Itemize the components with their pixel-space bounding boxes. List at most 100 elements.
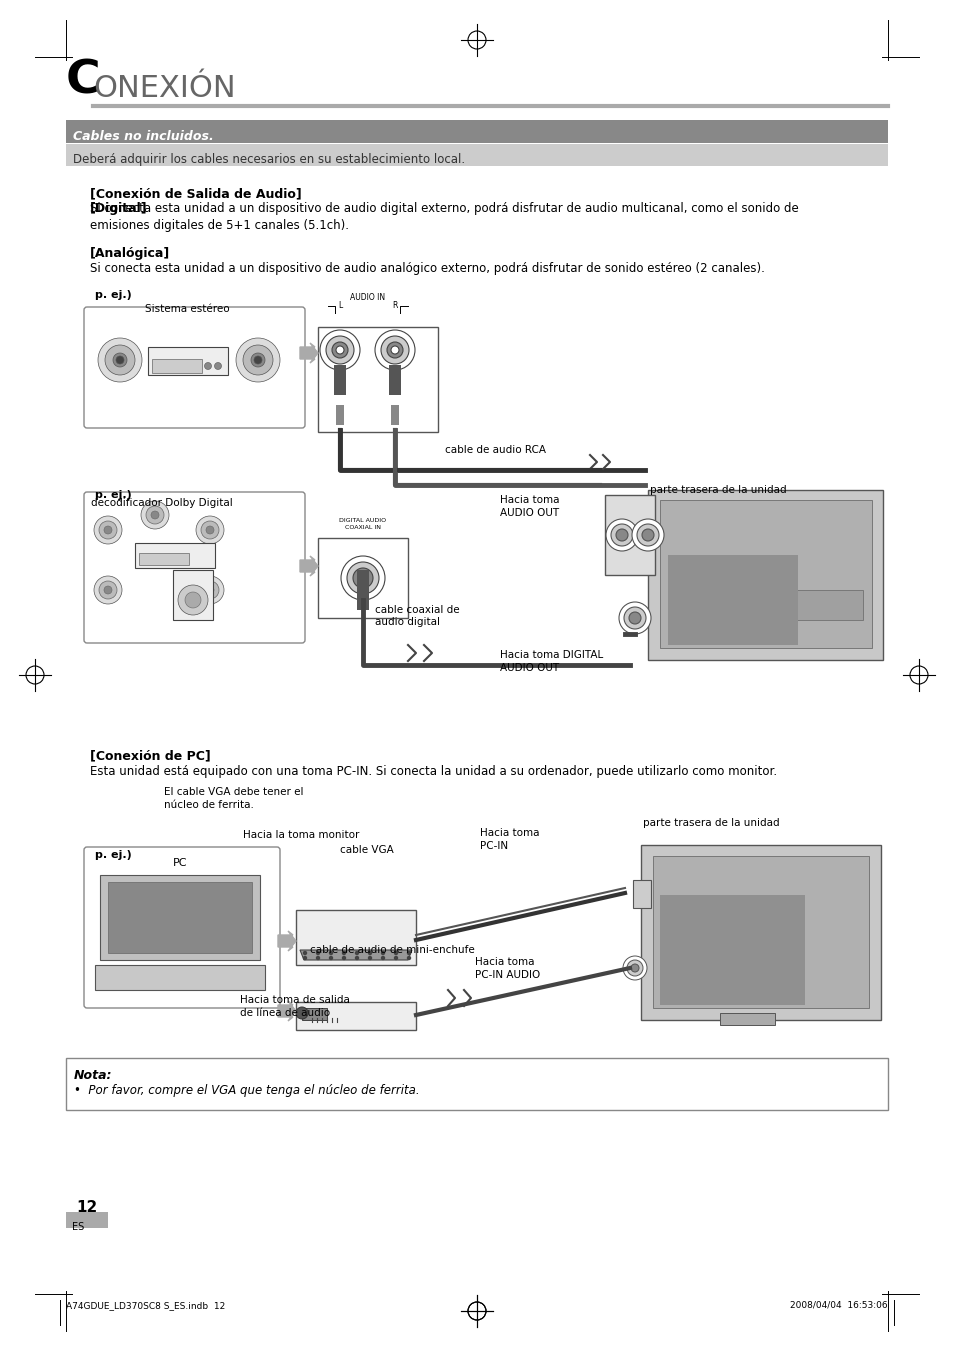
Text: Deberá adquirir los cables necesarios en su establecimiento local.: Deberá adquirir los cables necesarios en…: [73, 153, 465, 166]
Circle shape: [395, 951, 397, 955]
Circle shape: [104, 526, 112, 534]
Text: Hacia toma
PC-IN AUDIO: Hacia toma PC-IN AUDIO: [475, 957, 539, 979]
Circle shape: [395, 957, 397, 959]
Circle shape: [329, 957, 333, 959]
Circle shape: [628, 612, 640, 624]
Polygon shape: [277, 931, 295, 951]
Circle shape: [201, 581, 219, 598]
Circle shape: [303, 957, 306, 959]
Text: cable VGA: cable VGA: [339, 844, 394, 855]
Text: DIGITAL AUDIO: DIGITAL AUDIO: [339, 517, 386, 523]
Circle shape: [355, 957, 358, 959]
Text: Si conecta esta unidad a un dispositivo de audio analógico externo, podrá disfru: Si conecta esta unidad a un dispositivo …: [90, 262, 764, 276]
Circle shape: [340, 557, 385, 600]
Circle shape: [605, 519, 638, 551]
Text: R: R: [392, 301, 397, 309]
Text: [Digital]: [Digital]: [90, 203, 148, 215]
Circle shape: [623, 607, 645, 630]
Circle shape: [329, 951, 333, 955]
Circle shape: [99, 581, 117, 598]
Text: L: L: [337, 301, 342, 309]
FancyBboxPatch shape: [152, 359, 202, 373]
Circle shape: [251, 353, 265, 367]
Text: Esta unidad está equipado con una toma PC-IN. Si conecta la unidad a su ordenado: Esta unidad está equipado con una toma P…: [90, 765, 777, 778]
Circle shape: [195, 516, 224, 544]
Text: decodificador Dolby Digital: decodificador Dolby Digital: [91, 499, 233, 508]
Circle shape: [295, 1006, 308, 1019]
FancyBboxPatch shape: [139, 553, 189, 565]
Polygon shape: [95, 965, 265, 990]
FancyBboxPatch shape: [640, 844, 880, 1020]
FancyBboxPatch shape: [66, 1058, 887, 1111]
FancyBboxPatch shape: [659, 894, 804, 1005]
Text: AUDIO OUT: AUDIO OUT: [499, 663, 558, 673]
Circle shape: [112, 353, 127, 367]
FancyBboxPatch shape: [84, 492, 305, 643]
Circle shape: [99, 521, 117, 539]
Bar: [66, 145, 887, 166]
Circle shape: [253, 357, 262, 363]
Text: 12: 12: [76, 1200, 97, 1215]
Circle shape: [641, 530, 654, 540]
Text: Nota:: Nota:: [74, 1069, 112, 1082]
Circle shape: [94, 516, 122, 544]
Circle shape: [342, 957, 345, 959]
Circle shape: [214, 362, 221, 370]
Circle shape: [618, 603, 650, 634]
Circle shape: [141, 501, 169, 530]
Text: ONEXIÓN: ONEXIÓN: [92, 74, 235, 103]
Text: C: C: [66, 58, 101, 103]
Circle shape: [303, 951, 306, 955]
Bar: [335, 405, 344, 426]
Circle shape: [146, 507, 164, 524]
Text: parte trasera de la unidad: parte trasera de la unidad: [642, 817, 779, 828]
FancyBboxPatch shape: [317, 538, 408, 617]
Circle shape: [381, 951, 384, 955]
Circle shape: [206, 586, 213, 594]
FancyBboxPatch shape: [317, 327, 437, 432]
Circle shape: [104, 586, 112, 594]
FancyBboxPatch shape: [659, 500, 871, 648]
Text: [Conexión de Salida de Audio]: [Conexión de Salida de Audio]: [90, 186, 301, 200]
Text: p. ej.): p. ej.): [95, 850, 132, 861]
Text: cable coaxial de
audio digital: cable coaxial de audio digital: [375, 605, 459, 627]
Text: Si conecta esta unidad a un dispositivo de audio digital externo, podrá disfruta: Si conecta esta unidad a un dispositivo …: [90, 203, 798, 232]
FancyBboxPatch shape: [295, 1002, 416, 1029]
Circle shape: [94, 576, 122, 604]
Circle shape: [391, 346, 398, 354]
Circle shape: [353, 567, 373, 588]
Circle shape: [332, 342, 348, 358]
Circle shape: [195, 576, 224, 604]
Circle shape: [243, 345, 273, 376]
Circle shape: [368, 951, 371, 955]
Circle shape: [630, 965, 639, 971]
Bar: [356, 570, 369, 611]
Text: AUDIO OUT: AUDIO OUT: [499, 508, 558, 517]
FancyBboxPatch shape: [633, 880, 650, 908]
Circle shape: [116, 357, 124, 363]
Text: COAXIAL IN: COAXIAL IN: [345, 526, 380, 530]
Text: Hacia la toma monitor: Hacia la toma monitor: [243, 830, 359, 840]
Text: A74GDUE_LD370SC8 S_ES.indb  12: A74GDUE_LD370SC8 S_ES.indb 12: [66, 1301, 225, 1310]
Polygon shape: [108, 882, 252, 952]
Polygon shape: [299, 343, 317, 363]
Circle shape: [335, 346, 344, 354]
Circle shape: [407, 951, 410, 955]
Circle shape: [347, 562, 378, 594]
Text: [Analógica]: [Analógica]: [90, 247, 170, 259]
FancyBboxPatch shape: [135, 543, 214, 567]
Text: AUDIO IN: AUDIO IN: [350, 293, 385, 303]
Circle shape: [357, 573, 368, 584]
Bar: [66, 1212, 108, 1228]
Text: p. ej.): p. ej.): [95, 290, 132, 300]
Text: p. ej.): p. ej.): [95, 490, 132, 500]
Circle shape: [316, 957, 319, 959]
Circle shape: [235, 338, 280, 382]
Polygon shape: [100, 875, 260, 961]
Circle shape: [407, 957, 410, 959]
Circle shape: [105, 345, 135, 376]
Polygon shape: [277, 1001, 295, 1021]
Circle shape: [368, 957, 371, 959]
FancyBboxPatch shape: [647, 490, 882, 661]
Text: Sistema estéreo: Sistema estéreo: [145, 304, 229, 313]
